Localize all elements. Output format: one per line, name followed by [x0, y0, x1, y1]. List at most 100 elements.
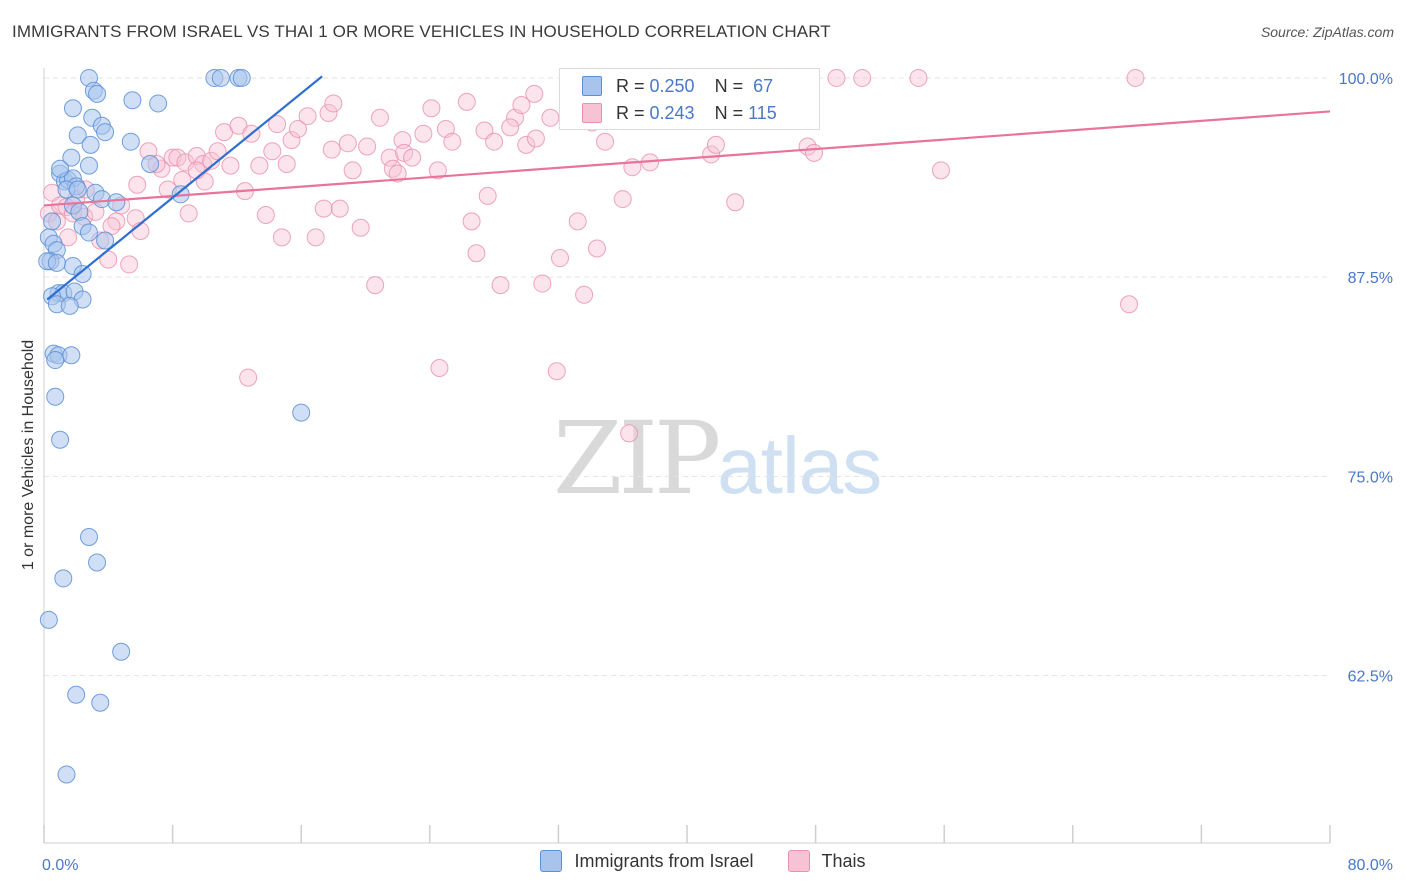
israel-point	[91, 693, 110, 712]
thai-point	[256, 206, 275, 225]
thai-point	[512, 96, 531, 115]
watermark-zip: ZIP	[553, 400, 721, 517]
israel-point	[73, 264, 92, 283]
axis-labels: 62.5% 75.0% 87.5% 100.0% 0.0% 80.0% 1 or more …	[20, 71, 1393, 874]
y-axis-title: 1 or more Vehicles in Household	[20, 340, 37, 570]
thai-point	[128, 175, 147, 194]
thai-point	[462, 212, 481, 231]
israel-point	[81, 135, 100, 154]
chart-title: IMMIGRANTS FROM ISRAEL VS THAI 1 OR MORE…	[12, 22, 831, 41]
israel-point	[123, 91, 142, 110]
israel-point	[67, 685, 86, 704]
thai-point	[568, 212, 587, 231]
legend-row-israel: R = 0.250 N = 67	[582, 73, 773, 99]
thai-point	[277, 155, 296, 174]
israel-point	[149, 94, 168, 113]
x-tick-label-max: 80.0%	[1348, 857, 1393, 874]
thai-point	[221, 156, 240, 175]
thai-point	[491, 276, 510, 295]
thai-point	[370, 108, 389, 127]
thai-point	[706, 135, 725, 154]
israel-point	[107, 193, 126, 212]
thai-point	[909, 68, 928, 87]
israel-point	[47, 253, 66, 272]
thai-point	[314, 199, 333, 218]
israel-point	[43, 212, 62, 231]
y-tick-label: 87.5%	[1348, 270, 1393, 287]
thai-point	[541, 108, 560, 127]
israel-point	[57, 765, 76, 784]
israel-point	[60, 296, 79, 315]
thai-point	[298, 107, 317, 126]
israel-point	[39, 610, 58, 629]
thai-point	[587, 239, 606, 258]
israel-point	[62, 148, 81, 167]
thai-point	[263, 142, 282, 161]
thai-point	[804, 143, 823, 162]
israel-point	[46, 351, 65, 370]
thai-point	[414, 124, 433, 143]
thai-point	[338, 134, 357, 153]
thai-point	[517, 135, 536, 154]
source-label: Source: ZipAtlas.com	[1260, 24, 1394, 40]
thai-point	[526, 129, 545, 148]
x-tick-label-min: 0.0%	[42, 857, 78, 874]
thai-point	[229, 116, 248, 135]
thai-point	[428, 161, 447, 180]
israel-point	[54, 569, 73, 588]
thai-point	[525, 84, 544, 103]
israel-point	[121, 132, 140, 151]
y-tick-label: 100.0%	[1339, 71, 1393, 88]
israel-point	[46, 387, 65, 406]
legend-swatch-thai	[582, 103, 602, 123]
thai-point	[931, 161, 950, 180]
y-tick-label: 75.0%	[1348, 469, 1393, 486]
israel-point	[51, 430, 70, 449]
thai-point	[430, 359, 449, 378]
thai-point	[187, 161, 206, 180]
israel-point	[68, 126, 87, 145]
thai-point	[478, 186, 497, 205]
israel-trend-line	[46, 75, 323, 301]
thai-point	[403, 148, 422, 167]
series-legend: Immigrants from Israel Thais	[0, 850, 1406, 872]
thai-point	[288, 119, 307, 138]
stats-legend: R = 0.250 N = 67 R = 0.243 N = 115	[559, 68, 820, 130]
thai-point	[383, 159, 402, 178]
watermark-atlas: atlas	[717, 421, 882, 510]
thai-point	[330, 199, 349, 218]
axes	[43, 68, 1331, 844]
thai-point	[702, 145, 721, 164]
thai-point	[501, 118, 520, 137]
thai-point	[853, 68, 872, 87]
thai-point	[422, 99, 441, 118]
thai-point	[827, 68, 846, 87]
thai-point	[380, 148, 399, 167]
series-legend-israel[interactable]: Immigrants from Israel	[540, 850, 754, 872]
legend-row-thai: R = 0.243 N = 115	[582, 100, 777, 126]
thai-point	[351, 218, 370, 237]
israel-point	[51, 159, 70, 178]
legend-thai-n-label: N =	[714, 102, 749, 123]
trend-lines	[43, 75, 1331, 301]
series-legend-thai[interactable]: Thais	[787, 850, 866, 872]
thai-point	[467, 244, 486, 263]
israel-point	[292, 403, 311, 422]
watermark: ZIPatlas	[553, 400, 882, 517]
israel-point	[88, 84, 107, 103]
legend-israel-n-label: N =	[714, 75, 749, 96]
thai-point	[250, 156, 269, 175]
thai-point	[533, 274, 552, 293]
thai-point	[358, 137, 377, 156]
legend-swatch-israel	[582, 76, 602, 96]
thai-point	[596, 132, 615, 151]
thai-point	[1126, 68, 1145, 87]
thai-point	[306, 228, 325, 247]
thai-point	[282, 131, 301, 150]
israel-point	[68, 180, 87, 199]
thai-point	[322, 140, 341, 159]
series-label-israel: Immigrants from Israel	[574, 850, 754, 871]
israel-point	[211, 68, 230, 87]
legend-israel-r-value: 0.250	[649, 75, 695, 96]
israel-point	[62, 346, 81, 365]
